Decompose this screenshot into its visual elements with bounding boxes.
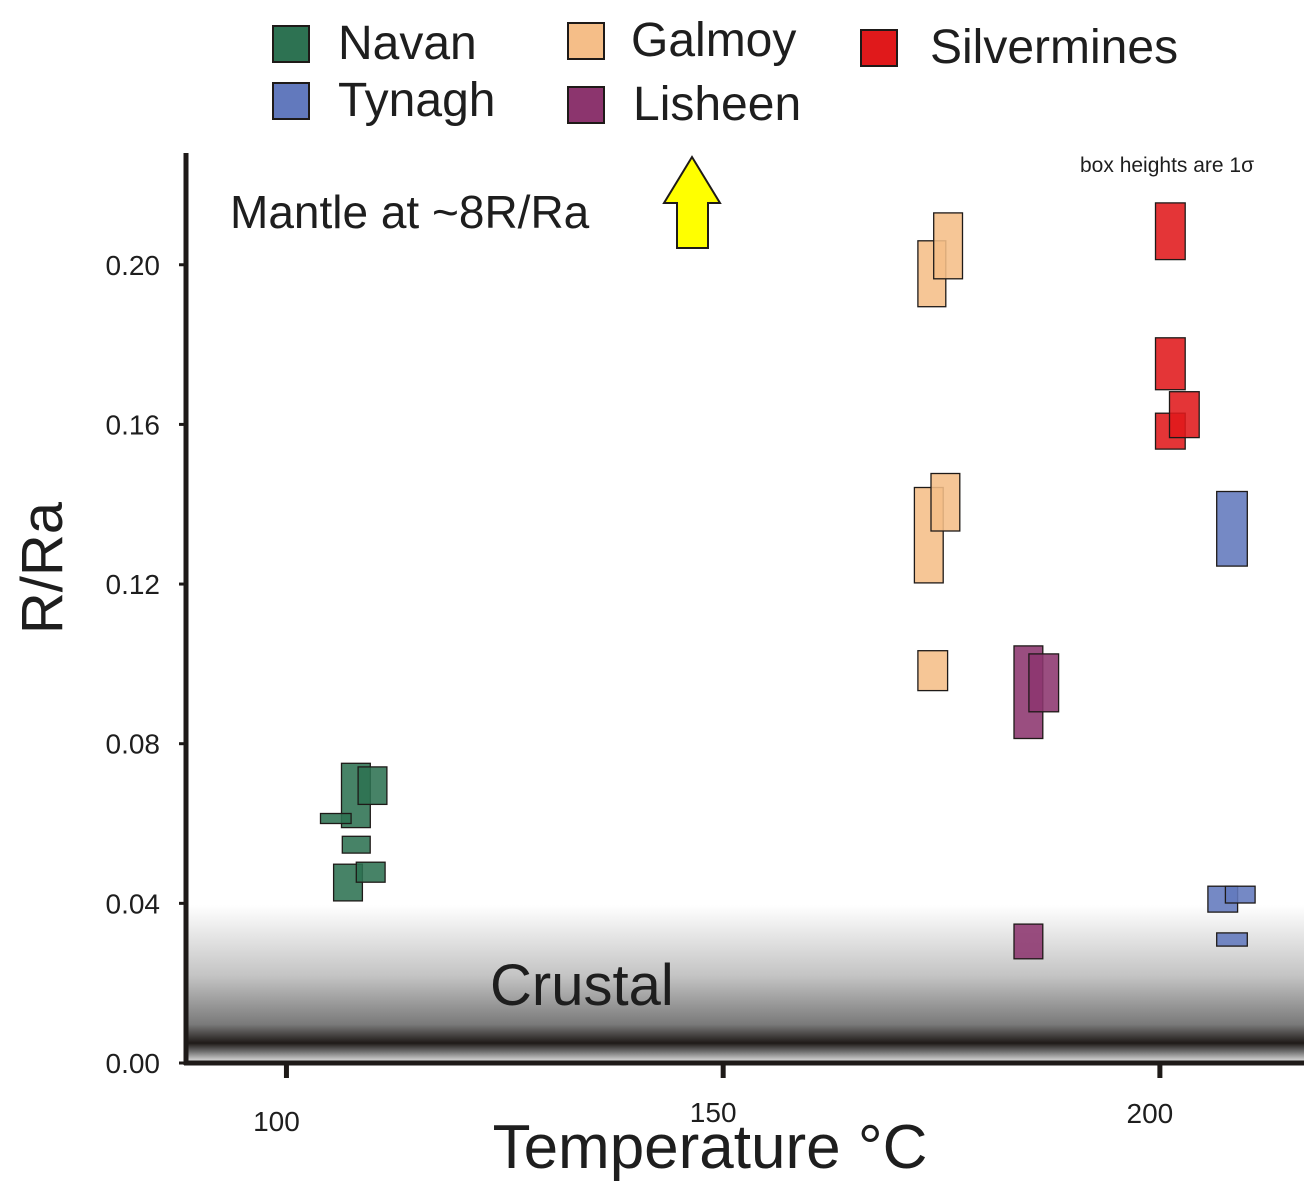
legend-item-tynagh: Tynagh (272, 77, 495, 125)
data-box-navan (357, 766, 388, 806)
legend-item-silvermines: Silvermines (860, 24, 1178, 72)
legend-swatch-galmoy (567, 22, 605, 60)
legend-item-lisheen: Lisheen (567, 81, 801, 129)
data-box-silvermines (1154, 202, 1186, 261)
mantle-label: Mantle at ~8R/Ra (230, 186, 590, 238)
legend-item-navan: Navan (272, 20, 477, 68)
legend-label-tynagh: Tynagh (338, 74, 496, 127)
y-tick-label: 0.04 (106, 888, 161, 919)
data-box-galmoy (930, 472, 961, 532)
data-box-galmoy (933, 212, 964, 280)
legend-swatch-silvermines (860, 29, 898, 67)
box-height-note: box heights are 1σ (1080, 154, 1254, 177)
data-box-navan (341, 835, 371, 854)
data-box-tynagh (1224, 885, 1256, 904)
legend-label-galmoy: Galmoy (631, 14, 797, 67)
y-axis-label: R/Ra (10, 501, 75, 634)
legend-item-galmoy: Galmoy (567, 17, 796, 65)
y-ticks: 0.00 0.04 0.08 0.12 0.16 0.20 (106, 250, 186, 1079)
data-box-navan (319, 812, 352, 825)
legend-label-lisheen: Lisheen (633, 78, 802, 131)
data-box-silvermines (1168, 391, 1200, 439)
x-tick-label: 100 (253, 1106, 300, 1137)
data-box-silvermines (1154, 337, 1186, 391)
y-tick-label: 0.16 (106, 409, 161, 440)
data-box-tynagh (1216, 932, 1248, 947)
legend-swatch-tynagh (272, 82, 310, 120)
y-tick-label: 0.20 (106, 250, 161, 281)
data-box-tynagh (1216, 490, 1248, 567)
data-box-navan (355, 861, 386, 883)
x-tick-label: 150 (690, 1097, 737, 1128)
x-axis-label: Temperature °C (493, 1113, 928, 1182)
crustal-label: Crustal (490, 953, 674, 1018)
legend-label-navan: Navan (338, 17, 477, 70)
data-box-galmoy (917, 650, 949, 692)
x-tick-label: 200 (1127, 1098, 1174, 1129)
data-box-lisheen (1013, 923, 1044, 960)
legend-label-silvermines: Silvermines (930, 21, 1179, 74)
crustal-band (186, 905, 1304, 1062)
y-tick-label: 0.12 (106, 569, 161, 600)
y-tick-label: 0.08 (106, 729, 161, 760)
legend-swatch-navan (272, 25, 310, 63)
legend-swatch-lisheen (567, 86, 605, 124)
data-box-lisheen (1028, 653, 1060, 713)
x-ticks: 100 150 200 (253, 1063, 1173, 1137)
mantle-arrow-icon (662, 155, 722, 249)
data-boxes (319, 202, 1256, 960)
y-tick-label: 0.00 (106, 1048, 161, 1079)
